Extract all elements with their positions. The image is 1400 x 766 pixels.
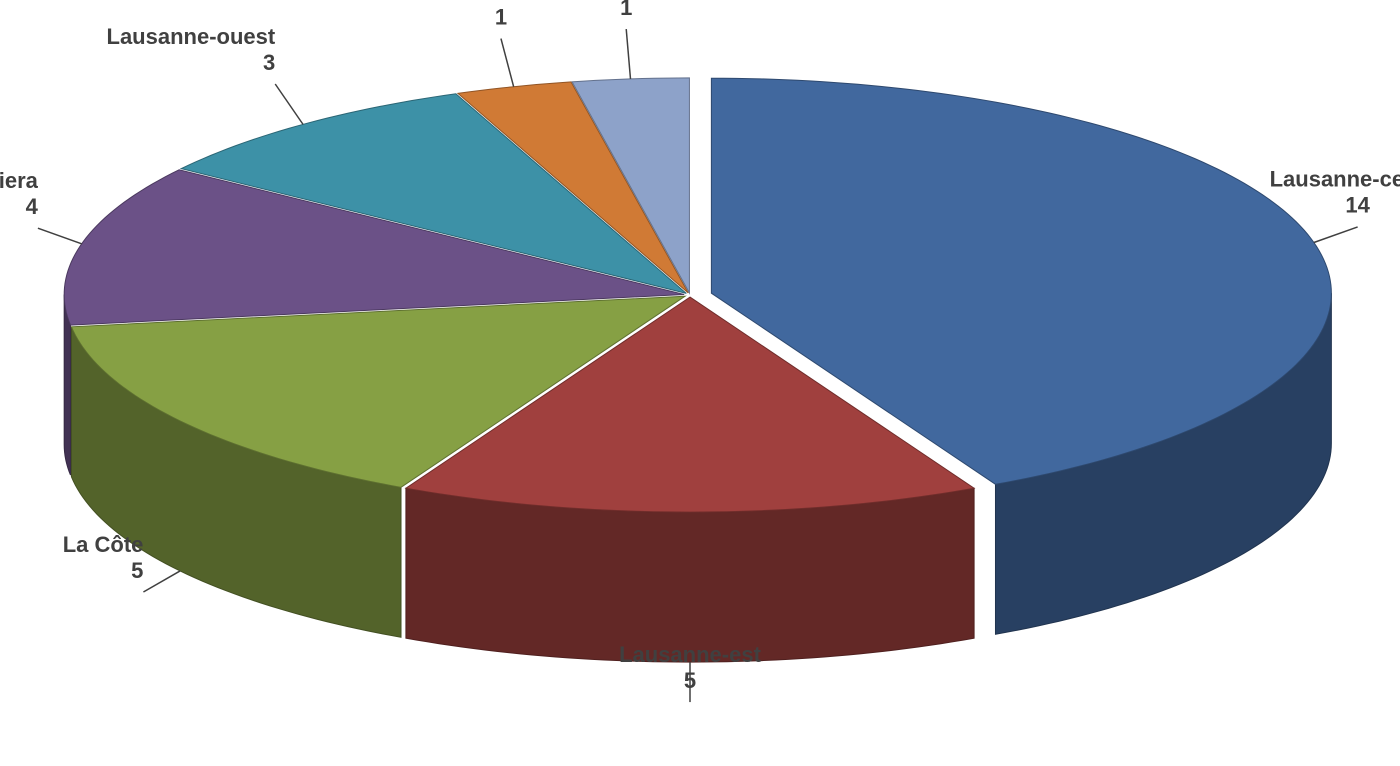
data-label-name: Lausanne-ouest xyxy=(107,24,276,49)
slice xyxy=(63,169,685,326)
leader-line xyxy=(500,38,515,87)
leader-line xyxy=(37,227,82,245)
data-label-value: 14 xyxy=(1345,193,1370,218)
slice xyxy=(404,296,976,513)
data-label-value: 5 xyxy=(684,668,696,693)
data-label-name: Lausanne-centre xyxy=(1270,167,1400,192)
data-label-value: 4 xyxy=(26,194,39,219)
slice xyxy=(710,77,1332,485)
slice-side xyxy=(405,487,975,663)
data-label-name: Nord Vaudois xyxy=(459,0,543,3)
data-label-value: 3 xyxy=(263,50,275,75)
data-label-value: 5 xyxy=(131,558,143,583)
data-label-name: La Côte xyxy=(63,532,144,557)
leader-line xyxy=(143,570,181,593)
data-label-value: 1 xyxy=(495,4,507,29)
slice xyxy=(179,93,687,294)
data-label-name: Riviera xyxy=(0,168,39,193)
leader-line xyxy=(274,83,304,125)
data-label-name: Lausanne-est xyxy=(619,642,761,667)
leader-line xyxy=(625,29,632,79)
leader-line xyxy=(1313,226,1358,244)
data-label-value: 1 xyxy=(620,0,632,20)
slice xyxy=(70,295,687,488)
